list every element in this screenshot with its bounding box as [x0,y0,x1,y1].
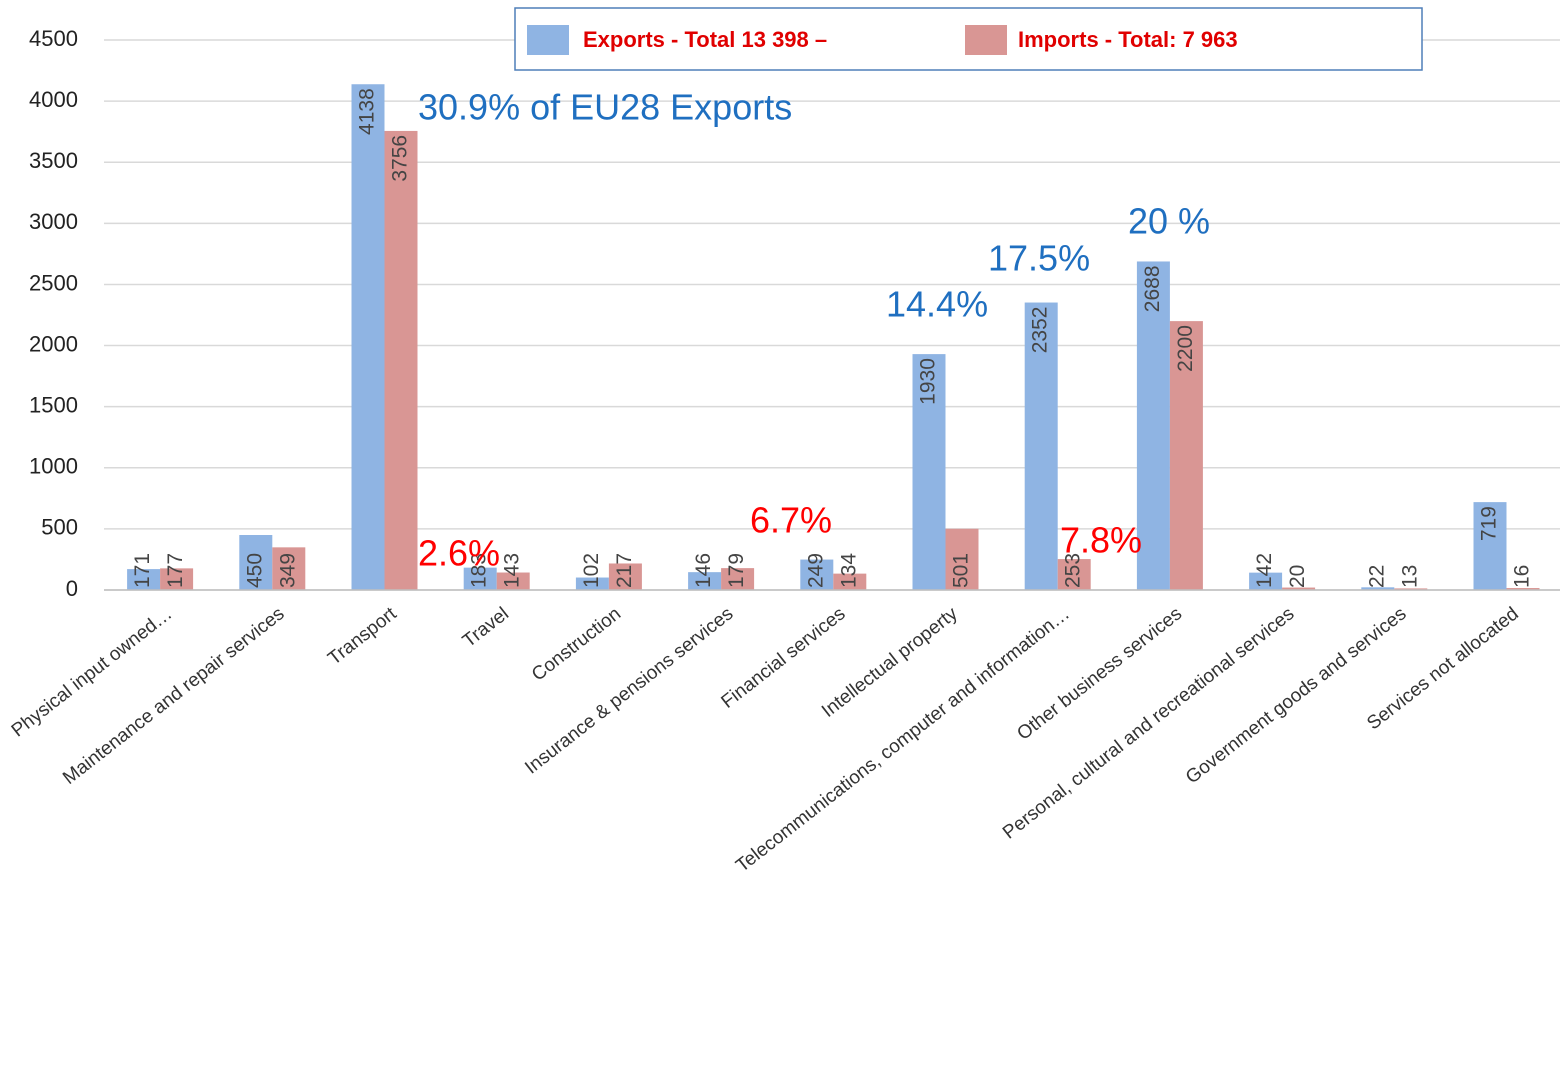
bar [1024,302,1058,590]
data-label: 450 [243,553,266,588]
data-label: 719 [1478,506,1501,541]
data-label: 1930 [917,358,940,405]
bar [351,84,385,590]
data-label: 22 [1365,565,1388,588]
bar [1057,559,1091,590]
bar [688,572,722,590]
data-label: 2688 [1141,265,1164,312]
data-label: 349 [276,553,299,588]
data-label: 142 [1253,553,1276,588]
data-label: 253 [1062,553,1085,588]
bar [127,569,161,590]
data-label: 16 [1511,565,1534,588]
data-label: 20 [1286,565,1309,588]
bar [1394,588,1428,590]
data-label: 2352 [1029,307,1052,354]
plot: 050010001500200025003000350040004500Phys… [8,26,1560,877]
data-label: 143 [501,553,524,588]
data-label: 3756 [389,135,412,182]
bar [1249,572,1283,590]
y-tick-label: 3500 [29,148,78,173]
legend-swatch [527,25,569,55]
x-tick-label: Transport [324,603,401,670]
annotation: 20 % [1128,201,1210,242]
bar [575,577,609,590]
y-tick-label: 4500 [29,26,78,51]
data-label: 102 [580,553,603,588]
bar [1473,502,1507,590]
bar [1169,321,1203,590]
annotation: 17.5% [988,238,1090,279]
data-label: 146 [692,553,715,588]
bar [833,573,867,590]
legend-label: Imports - Total: 7 963 [1018,27,1238,52]
data-label: 134 [837,553,860,588]
data-label: 171 [131,553,154,588]
y-tick-label: 500 [41,515,78,540]
annotation: 6.7% [750,500,832,541]
y-tick-label: 1500 [29,392,78,417]
y-tick-label: 3000 [29,209,78,234]
bar [608,563,642,590]
x-tick-label: Maintenance and repair services [59,603,288,789]
data-label: 4138 [356,88,379,135]
data-label: 217 [613,553,636,588]
x-tick-label: Government goods and services [1182,603,1410,788]
data-label: 183 [468,553,491,588]
y-tick-label: 0 [66,576,78,601]
bar [384,130,418,590]
bar [800,559,834,590]
x-tick-label: Construction [528,603,625,685]
x-tick-label: Travel [459,603,513,652]
y-tick-label: 2500 [29,270,78,295]
y-tick-label: 2000 [29,331,78,356]
x-tick-label: Insurance & pensions services [521,603,737,778]
bar [1136,261,1170,590]
legend-label: Exports - Total 13 398 – [583,27,827,52]
data-label: 179 [725,553,748,588]
bar [721,568,755,590]
bar [945,528,979,590]
y-tick-label: 4000 [29,87,78,112]
bar [1506,588,1540,590]
annotation: 14.4% [886,284,988,325]
bar [1282,587,1316,590]
bar [496,572,530,590]
legend: Exports - Total 13 398 – Imports - Total… [514,7,1423,71]
annotation: 30.9% of EU28 Exports [418,87,792,128]
data-label: 249 [804,553,827,588]
data-label: 13 [1398,565,1421,588]
bar [463,567,497,590]
bar [160,568,194,590]
bar [272,547,306,590]
data-label: 177 [164,553,187,588]
annotation: 7.8% [1060,520,1142,561]
data-label: 2200 [1174,325,1197,372]
bar [239,535,273,590]
bar [1361,587,1395,590]
y-tick-label: 1000 [29,454,78,479]
annotation: 2.6% [418,533,500,574]
bar [912,354,946,590]
data-label: 501 [950,553,973,588]
legend-swatch [965,25,1007,55]
